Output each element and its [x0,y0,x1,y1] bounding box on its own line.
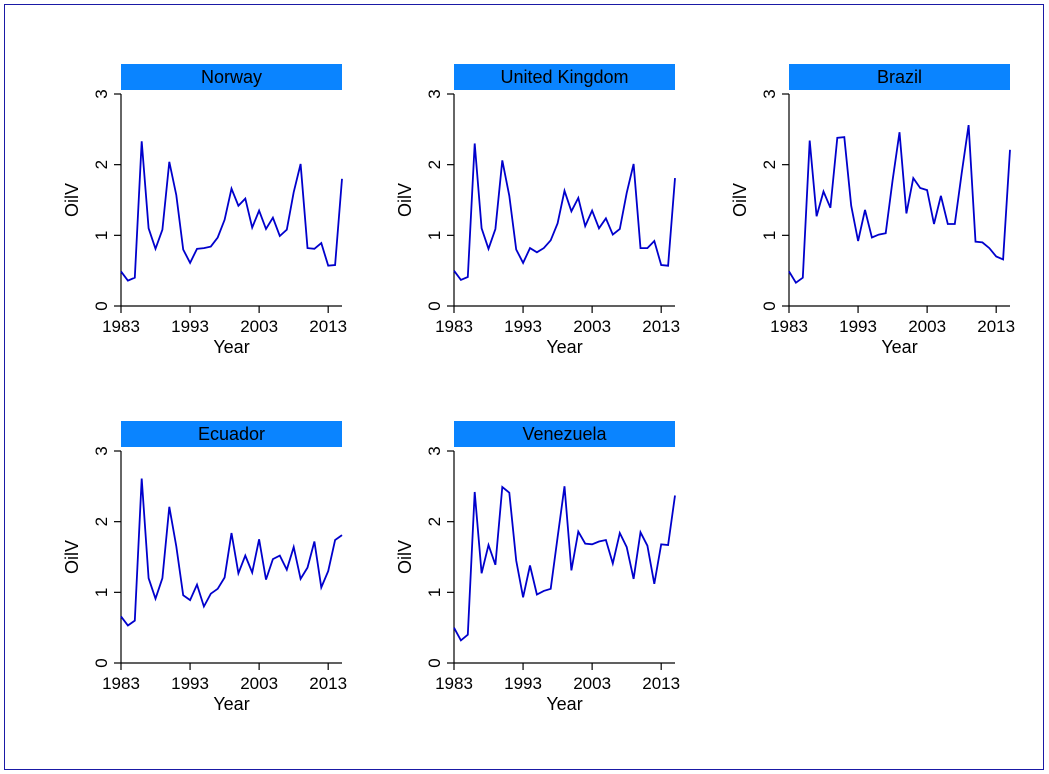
x-tick-label-united-kingdom: 1983 [435,317,473,336]
x-tick-label-brazil: 2013 [977,317,1015,336]
series-line-venezuela [453,485,676,642]
y-axis-title-united-kingdom: OilV [395,183,415,217]
y-tick-label-united-kingdom: 3 [425,89,444,98]
panel-title-brazil: Brazil [877,67,922,87]
y-tick-label-norway: 2 [92,160,111,169]
panel-title-united-kingdom: United Kingdom [500,67,628,87]
x-axis-title-ecuador: Year [213,694,249,714]
y-tick-label-ecuador: 2 [92,517,111,526]
x-tick-label-norway: 1993 [171,317,209,336]
x-tick-label-ecuador: 2013 [309,674,347,693]
y-tick-label-united-kingdom: 2 [425,160,444,169]
y-tick-label-brazil: 3 [760,89,779,98]
x-tick-label-ecuador: 2003 [240,674,278,693]
x-tick-label-venezuela: 2013 [642,674,680,693]
x-tick-label-united-kingdom: 1993 [504,317,542,336]
x-tick-label-brazil: 2003 [908,317,946,336]
panel-strip-venezuela [454,421,675,447]
x-tick-label-ecuador: 1993 [171,674,209,693]
series-line-norway [120,141,343,282]
y-tick-label-venezuela: 1 [425,588,444,597]
y-tick-label-united-kingdom: 1 [425,231,444,240]
y-tick-label-ecuador: 3 [92,446,111,455]
panel-strip-ecuador [121,421,342,447]
x-tick-label-venezuela: 2003 [573,674,611,693]
y-tick-label-norway: 1 [92,231,111,240]
panel-title-norway: Norway [201,67,262,87]
series-line-ecuador [120,478,343,627]
panel-title-ecuador: Ecuador [198,424,265,444]
y-tick-label-venezuela: 3 [425,446,444,455]
y-tick-label-brazil: 2 [760,160,779,169]
x-axis-title-brazil: Year [881,337,917,357]
y-axis-title-norway: OilV [62,183,82,217]
x-tick-label-norway: 1983 [102,317,140,336]
y-tick-label-norway: 0 [92,301,111,310]
x-tick-label-brazil: 1983 [770,317,808,336]
x-tick-label-ecuador: 1983 [102,674,140,693]
y-tick-label-brazil: 0 [760,301,779,310]
x-tick-label-venezuela: 1983 [435,674,473,693]
y-tick-label-ecuador: 0 [92,658,111,667]
y-axis-title-ecuador: OilV [62,540,82,574]
x-tick-label-venezuela: 1993 [504,674,542,693]
panel-strip-brazil [789,64,1010,90]
x-tick-label-norway: 2003 [240,317,278,336]
x-tick-label-norway: 2013 [309,317,347,336]
y-tick-label-united-kingdom: 0 [425,301,444,310]
x-tick-label-brazil: 1993 [839,317,877,336]
y-tick-label-brazil: 1 [760,231,779,240]
series-line-united-kingdom [453,143,676,282]
y-tick-label-norway: 3 [92,89,111,98]
y-tick-label-venezuela: 0 [425,658,444,667]
panel-title-venezuela: Venezuela [522,424,607,444]
x-axis-title-venezuela: Year [546,694,582,714]
y-tick-label-ecuador: 1 [92,588,111,597]
x-axis-title-united-kingdom: Year [546,337,582,357]
panel-strip-norway [121,64,342,90]
figure-frame [4,4,1044,770]
x-axis-title-norway: Year [213,337,249,357]
y-tick-label-venezuela: 2 [425,517,444,526]
y-axis-title-brazil: OilV [730,183,750,217]
panel-strip-united-kingdom [454,64,675,90]
x-tick-label-united-kingdom: 2013 [642,317,680,336]
series-line-brazil [788,124,1011,285]
x-tick-label-united-kingdom: 2003 [573,317,611,336]
y-axis-title-venezuela: OilV [395,540,415,574]
